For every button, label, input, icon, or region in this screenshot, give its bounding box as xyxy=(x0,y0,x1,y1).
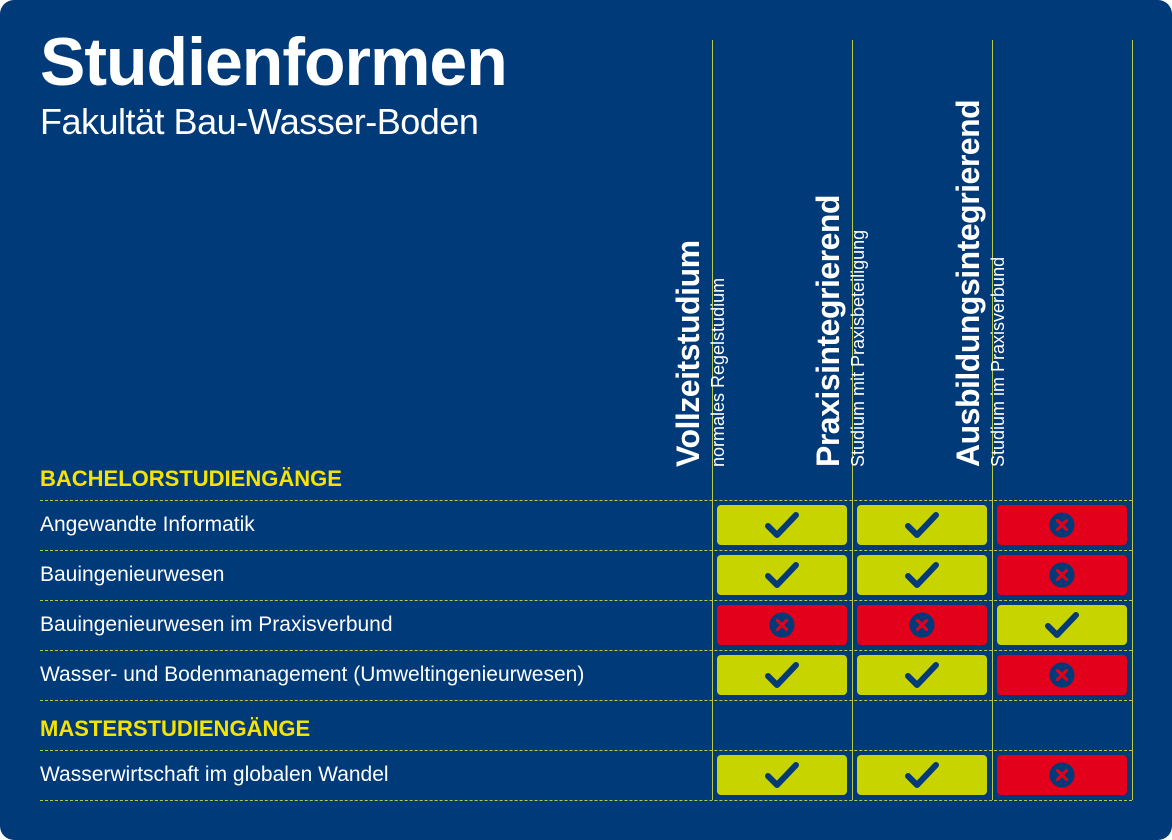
column-divider xyxy=(712,40,713,800)
checkmark-icon xyxy=(905,662,939,688)
row-label: Wasser- und Bodenmanagement (Umweltingen… xyxy=(40,663,585,686)
column-subtitle: normales Regelstudium xyxy=(708,277,728,467)
cross-circle-icon xyxy=(1049,512,1075,538)
column-title: Praxisintegrierend xyxy=(810,195,846,467)
column-divider xyxy=(1132,40,1133,800)
checkmark-icon xyxy=(905,762,939,788)
checkmark-icon xyxy=(765,662,799,688)
row-divider xyxy=(40,650,1132,651)
cross-circle-icon xyxy=(1049,762,1075,788)
row-label: Angewandte Informatik xyxy=(40,513,255,536)
cross-circle-icon xyxy=(1049,562,1075,588)
column-title: Vollzeitstudium xyxy=(670,240,706,467)
column-header-ausbildungsintegrierend: Ausbildungsintegrierend Studium im Praxi… xyxy=(950,52,1132,467)
column-divider xyxy=(992,40,993,800)
column-subtitle: Studium mit Praxisbeteiligung xyxy=(848,229,868,467)
cell-unavailable xyxy=(717,605,847,645)
row-divider xyxy=(40,550,1132,551)
section-heading-bachelor: BACHELORSTUDIENGÄNGE xyxy=(40,466,342,491)
cell-available xyxy=(857,655,987,695)
cell-available xyxy=(717,555,847,595)
cell-available xyxy=(857,505,987,545)
cell-available xyxy=(997,605,1127,645)
column-subtitle: Studium im Praxisverbund xyxy=(988,256,1008,467)
cross-circle-icon xyxy=(1049,662,1075,688)
checkmark-icon xyxy=(905,512,939,538)
cell-available xyxy=(717,505,847,545)
cross-circle-icon xyxy=(909,612,935,638)
cell-available xyxy=(717,655,847,695)
cross-circle-icon xyxy=(769,612,795,638)
checkmark-icon xyxy=(765,562,799,588)
row-divider xyxy=(40,800,1132,801)
row-label: Bauingenieurwesen xyxy=(40,563,225,586)
page-subtitle: Fakultät Bau-Wasser-Boden xyxy=(40,101,479,142)
row-divider xyxy=(40,500,1132,501)
checkmark-icon xyxy=(765,512,799,538)
cell-available xyxy=(717,755,847,795)
row-divider xyxy=(40,700,1132,701)
row-divider xyxy=(40,750,1132,751)
checkmark-icon xyxy=(905,562,939,588)
column-title: Ausbildungsintegrierend xyxy=(950,99,986,467)
page-title: Studienformen xyxy=(40,24,508,100)
cell-available xyxy=(857,755,987,795)
cell-unavailable xyxy=(997,555,1127,595)
section-heading-master: MASTERSTUDIENGÄNGE xyxy=(40,716,311,741)
checkmark-icon xyxy=(765,762,799,788)
cell-unavailable xyxy=(857,605,987,645)
cell-unavailable xyxy=(997,755,1127,795)
cell-unavailable xyxy=(997,505,1127,545)
row-divider xyxy=(40,600,1132,601)
cell-available xyxy=(857,555,987,595)
cell-unavailable xyxy=(997,655,1127,695)
row-label: Bauingenieurwesen im Praxisverbund xyxy=(40,613,393,636)
checkmark-icon xyxy=(1045,612,1079,638)
row-label: Wasserwirtschaft im globalen Wandel xyxy=(40,763,389,786)
column-divider xyxy=(852,40,853,800)
